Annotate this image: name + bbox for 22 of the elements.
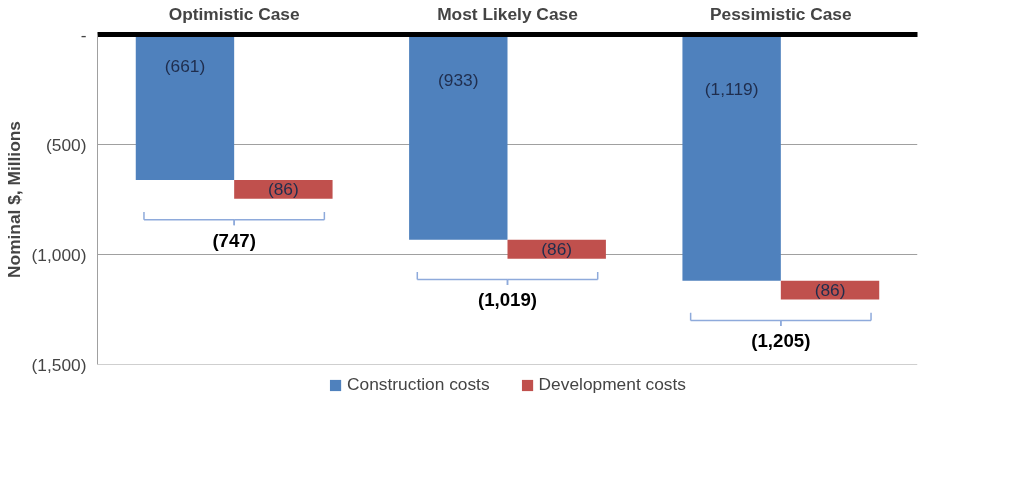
legend-label: Development costs — [538, 374, 686, 395]
total-label: (747) — [212, 229, 256, 251]
x-tick-label: Optimistic Case — [168, 3, 301, 24]
data-label: (86) — [814, 280, 846, 301]
x-tick-label: Pessimistic Case — [710, 3, 852, 24]
data-label: (1,119) — [704, 78, 759, 99]
legend-label: Construction costs — [347, 374, 490, 395]
data-label: (661) — [164, 56, 206, 77]
data-label: (86) — [541, 239, 573, 260]
bar — [682, 34, 781, 281]
y-tick-label: - — [80, 24, 87, 45]
x-tick-label: Most Likely Case — [437, 3, 579, 24]
y-tick-label: (500) — [46, 134, 87, 155]
data-label: (86) — [267, 179, 299, 200]
y-axis-title: Nominal $, Millions — [3, 121, 24, 278]
total-label: (1,019) — [477, 289, 538, 311]
y-tick-label: (1,000) — [31, 244, 87, 265]
y-tick-label: (1,500) — [31, 354, 87, 375]
total-label: (1,205) — [751, 330, 811, 352]
bar — [135, 34, 235, 180]
data-label: (933) — [438, 69, 479, 90]
bar — [409, 34, 508, 240]
